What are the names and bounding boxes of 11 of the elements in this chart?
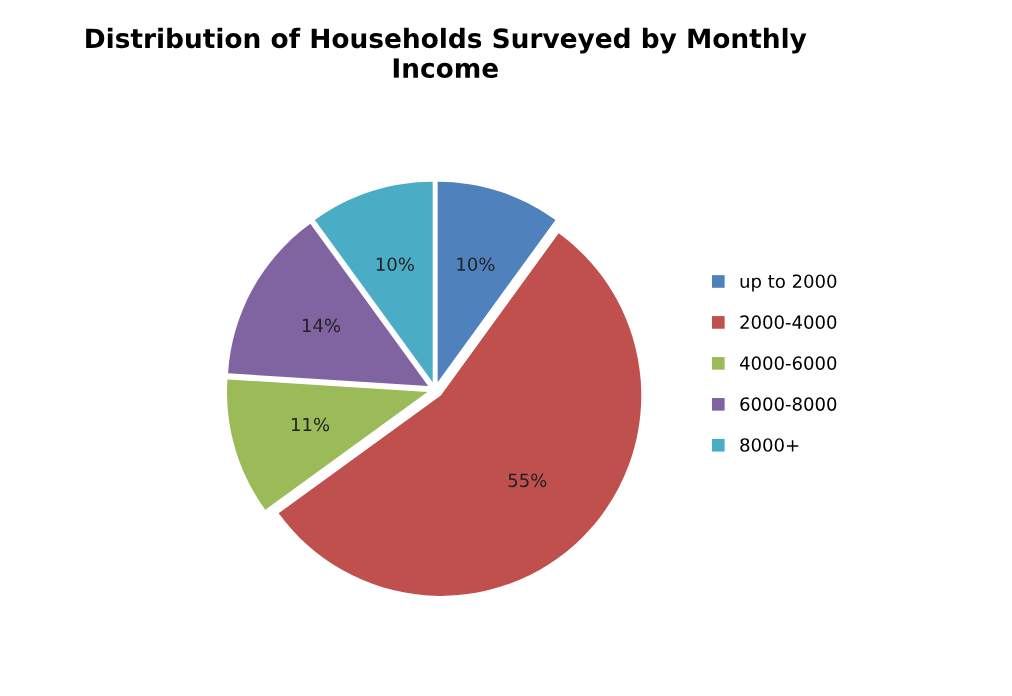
- legend-label: 8000+: [740, 438, 799, 452]
- legend-label: 2000-4000: [740, 315, 837, 329]
- data-label: 10%: [376, 257, 414, 272]
- chart-title: Distribution of Households Surveyed by Monthly Income: [86, 27, 807, 79]
- legend-label: 6000-8000: [740, 397, 837, 411]
- data-label: 10%: [457, 257, 495, 272]
- data-label: 14%: [302, 318, 341, 333]
- legend-label: up to 2000: [740, 274, 837, 292]
- data-label: 55%: [508, 473, 547, 488]
- legend-label: 4000-6000: [739, 356, 837, 370]
- data-label: 11%: [291, 417, 330, 432]
